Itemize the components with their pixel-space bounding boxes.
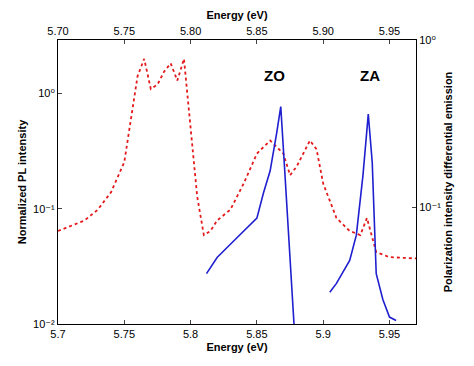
svg-text:5.95: 5.95 — [379, 25, 400, 37]
svg-text:Normalized PL intensity: Normalized PL intensity — [16, 119, 28, 244]
svg-text:5.7: 5.7 — [50, 328, 65, 340]
svg-text:5.9: 5.9 — [316, 328, 331, 340]
svg-text:5.95: 5.95 — [379, 328, 400, 340]
svg-text:5.85: 5.85 — [246, 25, 267, 37]
svg-text:5.80: 5.80 — [180, 25, 201, 37]
svg-text:5.70: 5.70 — [47, 25, 68, 37]
svg-text:10⁻¹: 10⁻¹ — [419, 201, 441, 213]
svg-text:ZO: ZO — [264, 67, 285, 84]
svg-text:10⁰: 10⁰ — [419, 34, 436, 46]
svg-text:10⁻²: 10⁻² — [33, 318, 55, 330]
svg-text:5.90: 5.90 — [312, 25, 333, 37]
svg-text:Energy (eV): Energy (eV) — [206, 9, 267, 21]
svg-text:5.75: 5.75 — [114, 328, 135, 340]
svg-text:5.8: 5.8 — [183, 328, 198, 340]
svg-text:10⁰: 10⁰ — [38, 87, 55, 99]
svg-text:Energy (eV): Energy (eV) — [206, 341, 267, 353]
svg-text:10⁻¹: 10⁻¹ — [33, 203, 55, 215]
svg-text:5.75: 5.75 — [114, 25, 135, 37]
svg-text:5.85: 5.85 — [246, 328, 267, 340]
svg-text:ZA: ZA — [360, 67, 380, 84]
svg-text:Polarization intensity differe: Polarization intensity differential emis… — [442, 71, 454, 292]
